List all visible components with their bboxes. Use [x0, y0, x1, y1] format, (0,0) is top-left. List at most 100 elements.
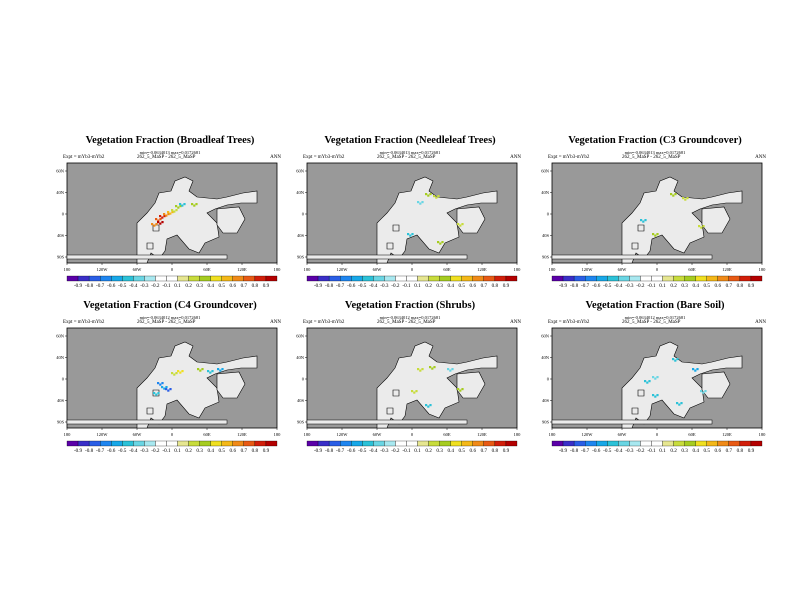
value-cell — [211, 370, 214, 373]
colorbar-label: 0.2 — [185, 283, 192, 289]
value-cell — [680, 402, 683, 405]
colorbar-label: 0.6 — [470, 283, 477, 289]
colorbar-label: -0.6 — [347, 448, 356, 454]
island — [631, 242, 639, 250]
value-cell — [670, 193, 673, 196]
colorbar-label: -0.8 — [570, 448, 579, 454]
colorbar-swatch — [199, 440, 211, 447]
colorbar-swatch — [232, 275, 244, 282]
lat-tick-label: 40N — [296, 355, 305, 360]
value-cell — [413, 391, 416, 394]
lon-tick-label: 180 — [514, 432, 522, 437]
colorbar-swatch — [596, 275, 608, 282]
colorbar-label: 0.2 — [185, 448, 192, 454]
colorbar-label: -0.3 — [625, 448, 634, 454]
colorbar-label: -0.5 — [603, 283, 612, 289]
case-label: 262_5_MaSP - 262_5_MaSP — [377, 320, 436, 325]
experiment-label: Expt = mYb3-mYb2 — [303, 155, 345, 160]
colorbar-label: 0.9 — [503, 283, 510, 289]
value-cell — [433, 195, 436, 198]
lon-tick-label: 120W — [337, 267, 349, 272]
experiment-label: Expt = mYb3-mYb2 — [63, 155, 105, 160]
value-cell — [676, 402, 679, 405]
season-label: ANN — [510, 320, 521, 325]
value-cell — [207, 370, 210, 373]
southern-land-strip — [306, 419, 468, 425]
colorbar-swatch — [306, 440, 319, 447]
value-cell — [700, 226, 703, 229]
colorbar-swatch — [651, 440, 663, 447]
island — [392, 224, 400, 232]
colorbar-label: -0.4 — [614, 283, 623, 289]
colorbar-label: -0.4 — [369, 283, 378, 289]
colorbar-swatch — [144, 440, 156, 447]
land-mass — [136, 176, 258, 264]
colorbar-swatch — [618, 275, 630, 282]
colorbar-swatch — [254, 275, 267, 282]
value-cell — [159, 222, 162, 225]
colorbar-label: -0.2 — [636, 283, 645, 289]
lat-tick-label: 40N — [541, 355, 550, 360]
value-cell — [441, 241, 444, 244]
colorbar-label: 0.5 — [458, 283, 465, 289]
lat-tick-label: 40N — [541, 190, 550, 195]
panel-title: Vegetation Fraction (C4 Groundcover) — [83, 300, 257, 311]
value-cell — [179, 203, 182, 206]
colorbar-label: 0.6 — [715, 448, 722, 454]
lon-tick-label: 120W — [582, 267, 594, 272]
colorbar-swatch — [100, 440, 112, 447]
colorbar-label: 0.6 — [470, 448, 477, 454]
colorbar-label: -0.6 — [107, 283, 116, 289]
colorbar-label: 0.5 — [703, 448, 710, 454]
season-label: ANN — [510, 155, 521, 160]
value-cell — [435, 196, 438, 199]
colorbar-swatch — [317, 440, 330, 447]
colorbar-label: -0.2 — [151, 448, 160, 454]
colorbar-label: 0.5 — [703, 283, 710, 289]
value-cell — [640, 219, 643, 222]
season-label: ANN — [755, 320, 766, 325]
colorbar-swatch — [717, 440, 729, 447]
colorbar-swatch — [210, 275, 222, 282]
value-cell — [411, 390, 414, 393]
colorbar-swatch — [362, 275, 374, 282]
experiment-label: Expt = mYb3-mYb2 — [303, 320, 345, 325]
value-cell — [169, 212, 172, 215]
value-cell — [165, 388, 168, 391]
value-cell — [419, 202, 422, 205]
colorbar-swatch — [133, 440, 145, 447]
colorbar-swatch — [328, 275, 341, 282]
lon-tick-label: 180 — [274, 267, 282, 272]
colorbar-label: -0.5 — [358, 448, 367, 454]
colorbar-swatch — [232, 440, 244, 447]
colorbar-label: -0.2 — [391, 448, 400, 454]
value-cell — [682, 197, 685, 200]
value-cell — [199, 369, 202, 372]
value-cell — [427, 194, 430, 197]
lon-tick-label: 0 — [171, 267, 174, 272]
value-cell — [179, 205, 182, 208]
value-cell — [179, 371, 182, 374]
experiment-label: Expt = mYb3-mYb2 — [548, 320, 590, 325]
colorbar-label: 0.4 — [447, 283, 454, 289]
lat-tick-label: 40S — [57, 233, 65, 238]
value-cell — [644, 380, 647, 383]
island — [216, 371, 246, 399]
colorbar-swatch — [66, 440, 79, 447]
colorbar-swatch — [695, 275, 707, 282]
colorbar-label: -0.8 — [85, 448, 94, 454]
value-cell — [656, 394, 659, 397]
map-panel: Vegetation Fraction (Shrubs) min=-0.06340… — [295, 300, 535, 485]
value-cell — [175, 205, 178, 208]
value-cell — [165, 214, 168, 217]
value-cell — [644, 219, 647, 222]
map-panel: Vegetation Fraction (C3 Groundcover) min=… — [540, 135, 780, 320]
lon-tick-label: 120W — [97, 267, 109, 272]
value-cell — [451, 368, 454, 371]
colorbar-label: -0.9 — [314, 283, 323, 289]
colorbar-label: -0.5 — [118, 283, 127, 289]
colorbar-swatch — [706, 275, 718, 282]
colorbar-label: -0.9 — [314, 448, 323, 454]
